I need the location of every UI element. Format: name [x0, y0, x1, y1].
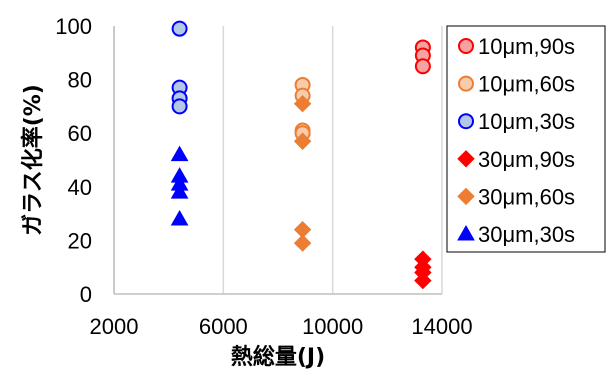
legend-label: 30μm,30s: [478, 222, 575, 247]
point-series-2: [171, 98, 188, 115]
legend-label: 30μm,90s: [478, 147, 575, 172]
x-tick-label: 10000: [302, 314, 363, 339]
y-tick-label: 0: [80, 282, 92, 307]
legend: 10μm,90s 10μm,60s 10μm,30s 30μm,90s 30μm,60s…: [446, 25, 606, 253]
y-tick-label: 80: [68, 68, 92, 93]
grid-lines: [113, 26, 443, 294]
data-points: [170, 20, 432, 290]
x-tick-label: 14000: [411, 314, 472, 339]
legend-marker: [457, 187, 475, 206]
x-tick-label: 2000: [90, 314, 139, 339]
y-axis-title: ガラス化率(%): [20, 84, 46, 236]
legend-marker: [458, 113, 474, 130]
point-series-4: [293, 132, 312, 150]
y-tick-labels: 0 20 40 60 80 100: [55, 14, 92, 307]
legend-marker: [458, 75, 474, 92]
y-tick-label: 40: [68, 175, 92, 200]
legend-label: 10μm,60s: [478, 72, 575, 97]
point-series-2: [171, 20, 188, 37]
point-series-4: [293, 234, 312, 252]
x-axis-title: 熱総量(J): [231, 344, 325, 370]
x-tick-label: 6000: [199, 314, 248, 339]
y-tick-label: 60: [68, 121, 92, 146]
legend-marker: [458, 38, 474, 54]
point-series-3: [414, 271, 432, 290]
legend-marker: [457, 224, 475, 241]
point-series-5: [170, 209, 189, 226]
y-tick-label: 100: [55, 14, 92, 39]
legend-label: 30μm,60s: [478, 184, 575, 209]
legend-marker: [457, 150, 475, 168]
point-series-0: [414, 58, 431, 75]
point-series-4: [293, 95, 312, 113]
point-series-5: [170, 145, 189, 162]
legend-label: 10μm,30s: [478, 109, 575, 134]
y-tick-label: 20: [68, 228, 92, 253]
legend-label: 10μm,90s: [478, 34, 575, 59]
x-tick-labels: 2000 6000 10000 14000: [90, 314, 473, 339]
legend-box: [446, 25, 606, 253]
point-series-5: [170, 183, 189, 199]
